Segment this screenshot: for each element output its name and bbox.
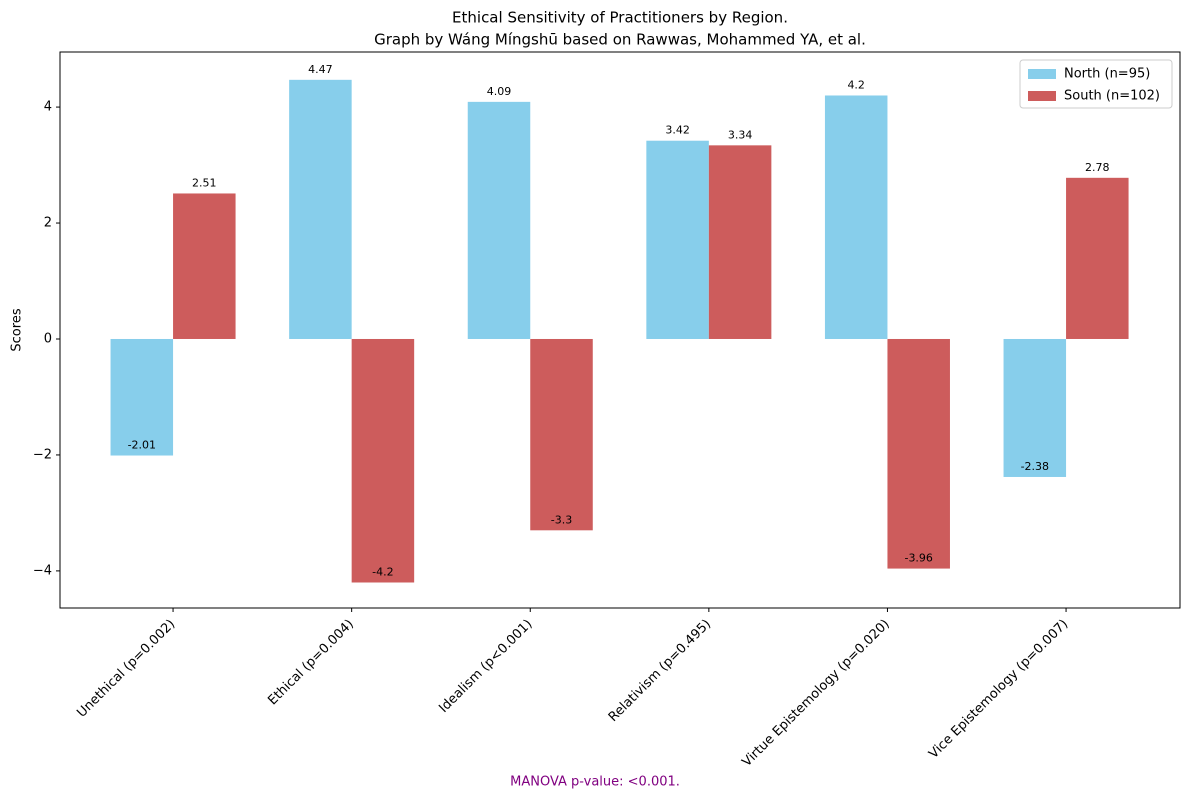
value-label: 4.09	[487, 85, 512, 98]
value-label: -2.38	[1021, 460, 1049, 473]
value-label: 2.78	[1085, 161, 1110, 174]
value-label: 3.34	[728, 128, 753, 141]
legend-swatch	[1028, 91, 1056, 101]
y-tick-label: −4	[33, 563, 52, 578]
bar	[1066, 177, 1129, 339]
bar	[824, 95, 888, 339]
bar	[887, 338, 950, 569]
legend-label: North (n=95)	[1064, 67, 1150, 82]
bar	[708, 145, 772, 339]
chart-subtitle: Graph by Wáng Míngshū based on Rawwas, M…	[374, 31, 866, 49]
bar	[1003, 338, 1067, 477]
value-label: -3.96	[904, 552, 932, 565]
x-tick-label: Vice Epistemology (p=0.007)	[926, 617, 1071, 762]
bar	[530, 338, 593, 531]
x-tick-label: Unethical (p=0.002)	[74, 617, 178, 721]
legend-swatch	[1028, 69, 1056, 79]
bar	[110, 338, 174, 456]
legend-label: South (n=102)	[1064, 89, 1160, 104]
bar	[467, 101, 531, 339]
value-label: 3.42	[665, 124, 690, 137]
x-tick-label: Ethical (p=0.004)	[265, 617, 357, 709]
bar	[289, 79, 352, 339]
x-tick-label: Idealism (p<0.001)	[436, 617, 535, 716]
bar	[173, 193, 236, 339]
value-label: 4.47	[308, 63, 333, 76]
value-label: 4.2	[847, 78, 865, 91]
x-tick-label: Virtue Epistemology (p=0.020)	[739, 617, 892, 770]
plot-frame	[59, 51, 1181, 609]
y-tick-label: 2	[44, 216, 52, 231]
y-tick-label: 0	[44, 331, 52, 346]
bar	[646, 140, 709, 339]
y-tick-label: 4	[44, 100, 52, 115]
legend-box	[1019, 59, 1173, 109]
chart-title: Ethical Sensitivity of Practitioners by …	[452, 9, 788, 27]
y-axis-label: Scores	[10, 308, 25, 351]
value-label: -4.2	[372, 565, 393, 578]
value-label: 2.51	[192, 176, 217, 189]
y-tick-label: −2	[33, 447, 52, 462]
value-label: -2.01	[128, 439, 156, 452]
x-tick-label: Relativism (p=0.495)	[606, 617, 714, 725]
annotation: MANOVA p-value: <0.001.	[510, 775, 680, 790]
bar	[351, 338, 415, 583]
value-label: -3.3	[551, 513, 572, 526]
